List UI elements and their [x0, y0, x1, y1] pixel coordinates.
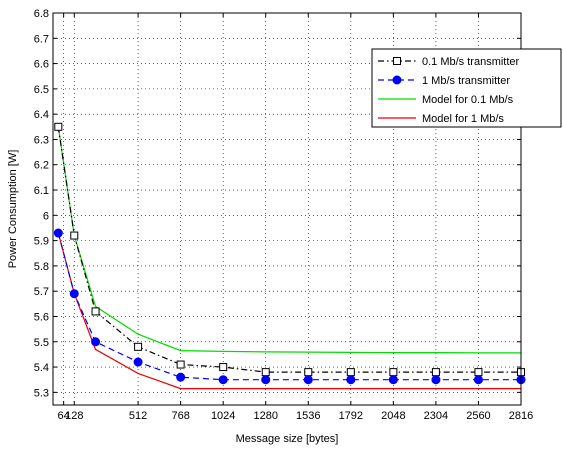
data-point — [473, 375, 483, 385]
legend-label: 1 Mb/s transmitter — [422, 75, 510, 87]
legend-label: 0.1 Mb/s transmitter — [422, 56, 520, 68]
series-line — [57, 126, 521, 354]
series-2 — [57, 126, 521, 354]
plot-frame — [52, 12, 522, 406]
data-point — [218, 375, 228, 385]
data-point — [70, 231, 79, 240]
y-tick-label: 6.8 — [34, 8, 49, 20]
data-point — [176, 360, 185, 369]
data-point — [219, 363, 228, 372]
series-layer — [53, 122, 526, 390]
data-point — [474, 368, 483, 377]
y-tick-label: 5.7 — [34, 286, 49, 298]
data-point — [54, 122, 63, 131]
legend-item-2: Model for 0.1 Mb/s — [378, 94, 514, 106]
data-point — [69, 289, 79, 299]
y-axis-title: Power Consumption [W] — [7, 150, 19, 269]
data-point — [261, 368, 270, 377]
data-point — [176, 372, 186, 382]
x-tick-label: 2560 — [466, 410, 490, 422]
grid — [53, 12, 522, 405]
y-tick-label: 5.8 — [34, 261, 49, 273]
legend-marker — [393, 57, 401, 65]
x-tick-label: 1536 — [296, 410, 320, 422]
legend-box — [371, 48, 562, 128]
y-tick-label: 6.6 — [34, 59, 49, 71]
y-tick-label: 6 — [43, 210, 49, 222]
data-point — [134, 342, 143, 351]
x-tick-label: 64 — [58, 410, 70, 422]
data-point — [91, 307, 100, 316]
series-3 — [57, 232, 521, 390]
y-tick-label: 6.7 — [34, 33, 49, 45]
y-tick-label: 6.2 — [34, 160, 49, 172]
data-point — [304, 368, 313, 377]
data-point — [346, 375, 356, 385]
x-tick-label: 2304 — [424, 410, 448, 422]
series-line — [57, 232, 521, 390]
x-tick-label: 1792 — [339, 410, 363, 422]
data-point — [431, 375, 441, 385]
data-point — [261, 375, 271, 385]
y-tick-label: 6.3 — [34, 134, 49, 146]
x-axis-title: Message size [bytes] — [236, 433, 339, 445]
y-tick-label: 6.4 — [34, 109, 49, 121]
legend-label: Model for 1 Mb/s — [422, 113, 504, 125]
x-tick-label: 1280 — [253, 410, 277, 422]
data-point — [133, 357, 143, 367]
y-tick-label: 5.3 — [34, 387, 49, 399]
y-tick-label: 6.5 — [34, 84, 49, 96]
x-tick-label: 768 — [171, 410, 189, 422]
data-point — [431, 368, 440, 377]
y-tick-label: 6.1 — [34, 185, 49, 197]
legend-marker — [392, 75, 402, 85]
legend-label: Model for 0.1 Mb/s — [422, 94, 514, 106]
data-point — [53, 228, 63, 238]
legend: 0.1 Mb/s transmitter 1 Mb/s transmitter Mo… — [371, 48, 562, 128]
legend-item-1: 1 Mb/s transmitter — [378, 75, 510, 87]
data-point — [303, 375, 313, 385]
x-tick-label: 2816 — [509, 410, 533, 422]
y-axis: 5.3 5.4 5.5 5.6 5.7 5.8 5.9 6 6.1 6.2 6.3 6.4 6.5 6.6… — [34, 8, 521, 399]
y-tick-label: 5.9 — [34, 236, 49, 248]
data-point — [388, 375, 398, 385]
data-point — [91, 337, 101, 347]
data-point — [346, 368, 355, 377]
x-tick-label: 2048 — [381, 410, 405, 422]
x-tick-label: 512 — [129, 410, 147, 422]
legend-item-3: Model for 1 Mb/s — [378, 113, 504, 125]
x-tick-label: 128 — [65, 410, 83, 422]
y-tick-label: 5.4 — [34, 362, 49, 374]
data-point — [389, 368, 398, 377]
y-tick-label: 5.5 — [34, 337, 49, 349]
x-tick-label: 1024 — [211, 410, 235, 422]
legend-item-0: 0.1 Mb/s transmitter — [378, 56, 520, 68]
y-tick-label: 5.6 — [34, 311, 49, 323]
